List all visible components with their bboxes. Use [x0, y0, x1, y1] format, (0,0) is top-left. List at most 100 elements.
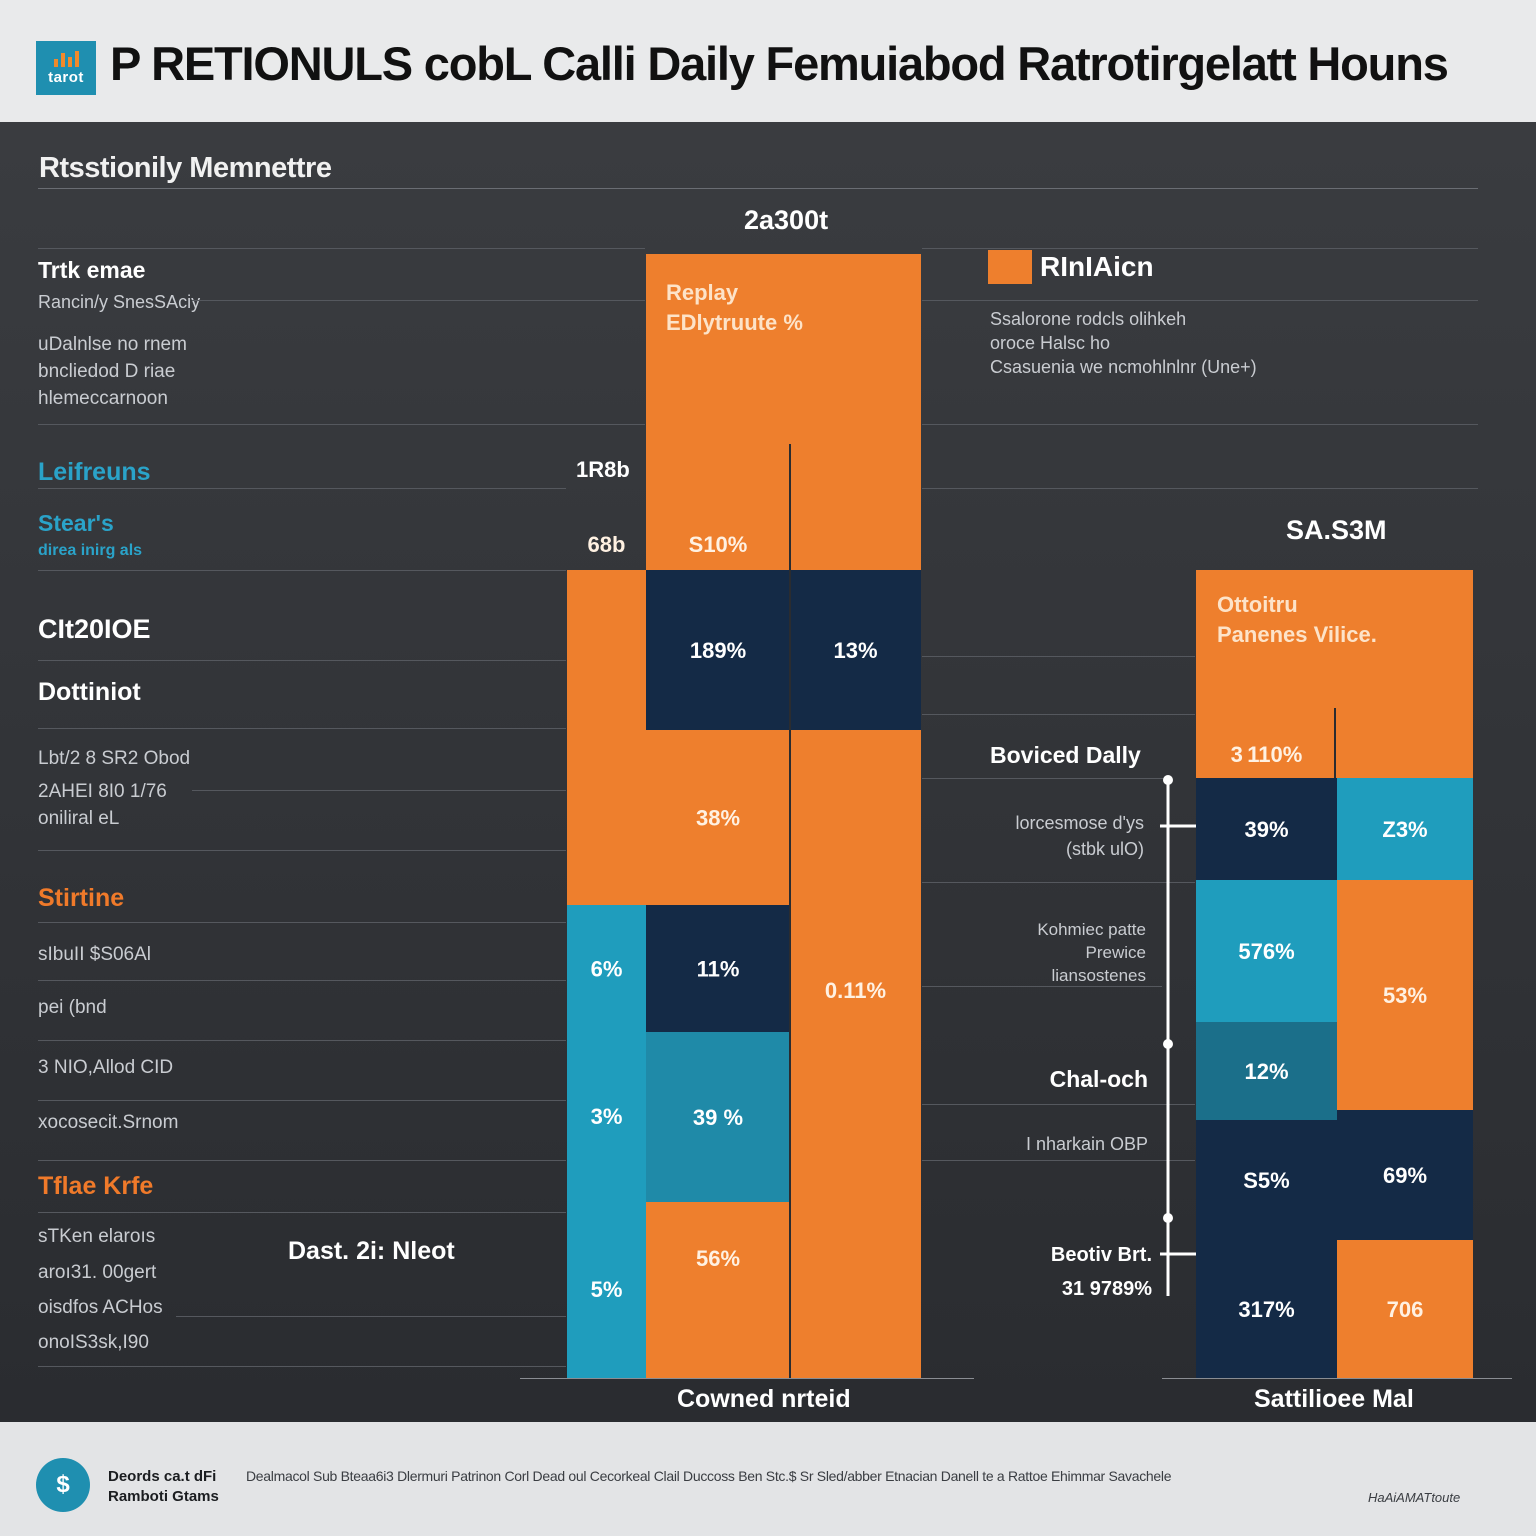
bar-segment [1196, 778, 1337, 880]
divider [38, 570, 566, 571]
right-col-header: Ottoitru Panenes Vilice. [1217, 592, 1377, 647]
divider [922, 424, 1478, 425]
section-title: Rtsstionily Memnettre [39, 152, 332, 184]
divider [38, 188, 1478, 189]
divider [922, 248, 1478, 249]
data-label: 12% [1244, 1059, 1288, 1084]
divider [922, 656, 1195, 657]
left-heading-4: Stear's [38, 510, 114, 536]
bracket-dot [1163, 1039, 1173, 1049]
legend-desc: oroce Halsc ho [990, 333, 1111, 353]
data-label: S10% [689, 532, 748, 557]
bar-segment [1337, 880, 1473, 1110]
divider [922, 1160, 1195, 1161]
bar-segment [1196, 570, 1337, 778]
bar-segment [646, 1202, 790, 1378]
bar-segment [790, 254, 921, 570]
left-heading-5: CIt20IOE [38, 614, 151, 644]
data-label: S5% [1243, 1168, 1289, 1193]
bar-segment [790, 730, 921, 1378]
data-label: 53% [1383, 983, 1427, 1008]
bracket-dot [1163, 775, 1173, 785]
chart-top-value: 2a300t [744, 205, 829, 235]
bar-segment [1337, 1110, 1473, 1240]
bar-segment [1196, 1120, 1337, 1240]
left-heading-6: Dottiniot [38, 678, 141, 706]
row-label: I nharkain OBP [1025, 1134, 1148, 1154]
left-line: 3 NIO,Allod CID [38, 1057, 174, 1078]
divider [38, 1212, 566, 1213]
bar-segment [1337, 570, 1473, 778]
legend-desc: Csasuenia we ncmohlnlnr (Une+) [990, 357, 1257, 377]
data-label: 189% [690, 638, 746, 663]
bar-segment [567, 1200, 646, 1378]
left-line: aroı31. 00gert [38, 1262, 157, 1283]
left-line: sIbuII $S06Al [38, 944, 152, 965]
row-label: Kohmiec patte Prewice liansostenes [1037, 920, 1146, 985]
bar-segment [646, 730, 790, 905]
bar-segment [1196, 880, 1337, 1022]
divider [38, 424, 645, 425]
data-label: 39 % [693, 1105, 743, 1130]
baseline [1162, 1378, 1512, 1379]
bar-segment [1196, 1240, 1337, 1378]
data-label: 0.11% [825, 978, 886, 1003]
footer-brand-sub: Ramboti Gtams [108, 1488, 219, 1505]
data-label: 3 110% [1231, 742, 1303, 767]
divider [38, 980, 566, 981]
data-label: 3% [591, 1104, 623, 1129]
divider [192, 300, 645, 301]
left-line: sTKen elaroıs [38, 1226, 156, 1247]
right-axis-label: Sattilioee Mal [1254, 1385, 1414, 1413]
left-line: Rancin/y SnesSAciy [38, 292, 201, 312]
divider [38, 1160, 566, 1161]
divider [922, 714, 1195, 715]
divider [922, 986, 1162, 987]
legend-desc: Ssalorone rodcls olihkeh [990, 309, 1187, 329]
left-line: onoIS3sk,I90 [38, 1332, 149, 1353]
data-label: 69% [1383, 1163, 1427, 1188]
divider [38, 850, 566, 851]
data-label: 6% [591, 957, 623, 982]
legend-label: RInIAicn [1040, 251, 1154, 282]
right-top-value: SA.S3M [1286, 515, 1387, 545]
left-heading-8: Tflae Krfe [38, 1172, 154, 1200]
bar-segment [646, 254, 790, 570]
left-line: direa inirg als [38, 542, 143, 559]
divider [38, 728, 566, 729]
divider [176, 1316, 566, 1317]
bar-segment [567, 1032, 646, 1200]
bar-segment [1337, 1240, 1473, 1378]
data-label: 68b [588, 532, 626, 557]
left-line: uDalnlse no rnem [38, 334, 187, 355]
data-label: 56% [696, 1246, 740, 1271]
left-heading-1: Trtk emae [38, 257, 146, 283]
left-line: oisdfos ACHos [38, 1297, 163, 1318]
chart-left-axis-label: Cowned nrteid [677, 1385, 851, 1413]
left-line: Lbt/2 8 SR2 Obod [38, 748, 191, 769]
baseline [520, 1378, 974, 1379]
data-label: 38% [696, 806, 740, 831]
side-label: Dast. 2i: Nleot [288, 1237, 455, 1265]
chart-col1-label: 1R8b [576, 457, 630, 482]
left-line: hlemeccarnoon [38, 388, 168, 409]
footer-brand: Deords ca.t dFi [108, 1468, 217, 1485]
legend-swatch-icon [988, 250, 1032, 284]
row-label: lorcesmose d'ys (stbk ulO) [1015, 813, 1144, 859]
bracket-dot [1163, 1213, 1173, 1223]
chart-col2-header: Replay EDlytruute % [666, 280, 803, 335]
left-line: oniliral eL [38, 808, 120, 829]
data-label: 706 [1387, 1297, 1424, 1322]
data-label: 5% [591, 1277, 623, 1302]
data-label: 317% [1238, 1297, 1294, 1322]
left-heading-3: Leifreuns [38, 458, 151, 486]
data-label: 576% [1238, 939, 1294, 964]
divider [38, 922, 566, 923]
bar-segment [790, 570, 921, 730]
divider [922, 300, 1478, 301]
row-label: Beotiv Brt. 31 9789% [1050, 1244, 1152, 1300]
brand-logo: tarot [36, 41, 96, 95]
divider [922, 882, 1195, 883]
page-title: P RETIONULS cobL Calli Daily Femuiabod R… [110, 37, 1449, 90]
